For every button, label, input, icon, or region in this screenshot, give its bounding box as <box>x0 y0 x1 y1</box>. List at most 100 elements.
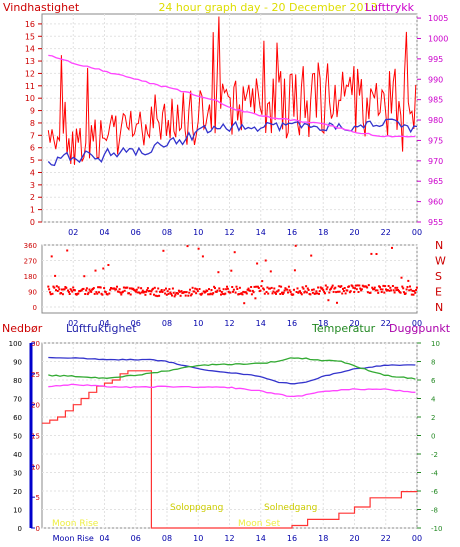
wind-direction-point <box>161 291 164 293</box>
pressure-tick-label: 955 <box>428 218 443 227</box>
wind-direction-point <box>226 285 228 288</box>
wind-speed-tick-label: 7 <box>30 131 35 140</box>
wind-speed-tick-label: 4 <box>30 168 35 177</box>
wind-direction-point <box>222 288 225 291</box>
wind-direction-point <box>72 286 75 289</box>
x-tick-label: 04 <box>99 228 109 237</box>
wind-direction-point <box>102 267 105 270</box>
x-tick-label: 20 <box>349 534 359 543</box>
wind-direction-point <box>351 285 354 288</box>
wind-direction-point <box>375 253 378 255</box>
wind-direction-point <box>410 293 413 296</box>
wind-direction-point <box>66 249 69 252</box>
chart-title: 24 hour graph day - 20 December 2013 <box>158 1 377 14</box>
wind-direction-point <box>338 290 341 293</box>
x-tick-label: 22 <box>381 228 391 237</box>
wind-direction-point <box>92 287 95 290</box>
x-tick-label: 18 <box>318 534 328 543</box>
wind-direction-point <box>214 287 216 290</box>
humidity-tick-label: 100 <box>9 340 22 348</box>
wind-direction-point <box>343 287 346 289</box>
wind-direction-point <box>397 289 400 292</box>
x-tick-label: 02 <box>68 319 78 328</box>
wind-direction-point <box>366 286 369 289</box>
wind-direction-point <box>220 293 222 296</box>
wind-direction-point <box>259 289 262 292</box>
wind-direction-point <box>402 287 405 290</box>
wind-direction-point <box>155 290 158 293</box>
wind-direction-point <box>122 290 124 293</box>
wind-direction-point <box>190 293 193 296</box>
rain-tick-label: 30 <box>31 340 40 348</box>
wind-direction-point <box>256 285 259 288</box>
wind-direction-point <box>374 289 377 292</box>
wind-direction-point <box>411 289 414 292</box>
wind-direction-point <box>332 290 335 293</box>
wind-direction-point <box>225 288 228 291</box>
wind-direction-point <box>160 289 163 291</box>
wind-direction-point <box>284 287 287 290</box>
wind-direction-point <box>354 284 357 287</box>
wind-direction-point <box>316 292 319 295</box>
wind-direction-point <box>201 255 204 258</box>
wind-speed-tick-label: 6 <box>30 144 35 153</box>
wind-direction-point <box>269 270 272 273</box>
direction-tick-label: 360 <box>24 242 37 250</box>
wind-direction-point <box>207 293 210 296</box>
wind-direction-point <box>169 291 172 294</box>
wind-direction-point <box>323 290 326 293</box>
x-tick-label: 08 <box>162 534 172 543</box>
wind-direction-point <box>324 292 326 295</box>
humidity-tick-label: 70 <box>13 396 22 404</box>
x-tick-label: 06 <box>131 228 141 237</box>
wind-direction-point <box>104 291 107 294</box>
rain-tick-label: 15 <box>31 433 40 441</box>
wind-direction-point <box>55 289 57 292</box>
wind-direction-point <box>312 288 315 291</box>
wind-speed-tick-label: 1 <box>30 206 35 215</box>
rain-tick-label: 0 <box>36 525 40 533</box>
pressure-tick-label: 965 <box>428 177 443 186</box>
wind-direction-point <box>242 290 245 293</box>
climate-chart: Moon Rise 04 06 08 10 12 14 16 18 20 22 00010203040… <box>2 322 451 543</box>
temperature-tick-label: 4 <box>431 396 436 404</box>
humidity-tick-label: 20 <box>13 488 22 496</box>
x-tick-label: 12 <box>224 228 234 237</box>
wind-direction-point <box>272 290 275 293</box>
rain-tick-label: 20 <box>31 402 40 410</box>
wind-direction-point <box>335 291 338 294</box>
wind-speed-tick-label: 5 <box>30 156 35 165</box>
wind-direction-point <box>193 290 196 293</box>
wind-direction-point <box>238 293 240 296</box>
wind-direction-point <box>265 291 268 293</box>
humidity-tick-label: 60 <box>13 414 22 422</box>
wind-speed-axis-title: Vindhastighet <box>3 1 80 14</box>
wind-direction-point <box>269 287 271 290</box>
wind-speed-tick-label: 9 <box>30 107 35 116</box>
temperature-tick-label: -2 <box>431 451 438 459</box>
wind-direction-point <box>144 293 147 296</box>
wind-direction-point <box>70 289 73 292</box>
wind-direction-point <box>252 291 255 294</box>
wind-direction-point <box>122 286 125 289</box>
wind-direction-point <box>184 294 187 297</box>
wind-direction-point <box>305 285 308 288</box>
wind-direction-point <box>179 294 182 297</box>
temperature-tick-label: -10 <box>431 525 442 533</box>
wind-direction-point <box>254 297 257 300</box>
wind-direction-point <box>103 287 106 290</box>
wind-direction-point <box>355 288 358 291</box>
wind-direction-point <box>211 293 214 296</box>
wind-direction-point <box>326 286 329 289</box>
wind-direction-point <box>208 288 210 291</box>
wind-direction-point <box>371 286 374 289</box>
wind-direction-point <box>401 285 404 288</box>
wind-direction-point <box>270 286 273 289</box>
wind-direction-point <box>204 291 207 293</box>
wind-direction-point <box>216 289 219 292</box>
wind-direction-point <box>236 288 239 290</box>
wind-direction-point <box>385 288 387 291</box>
wind-direction-point <box>171 287 174 290</box>
wind-direction-point <box>381 288 384 291</box>
wind-direction-point <box>57 286 60 289</box>
